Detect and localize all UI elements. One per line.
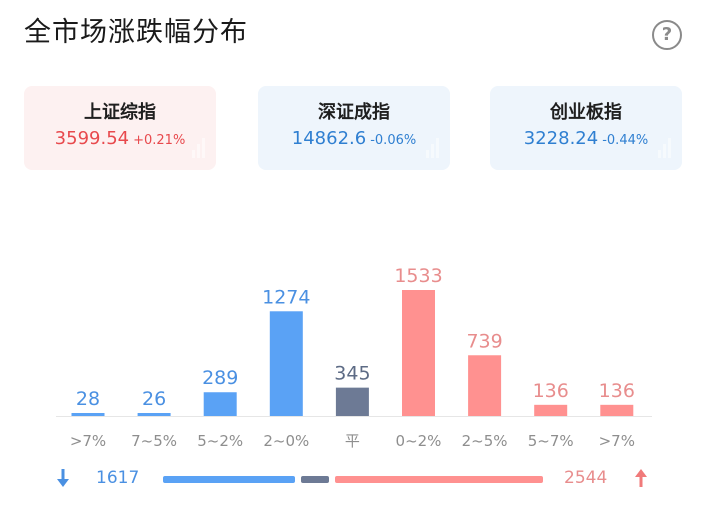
bar (468, 355, 502, 416)
index-change: -0.44% (602, 133, 649, 148)
help-icon[interactable]: ? (652, 20, 682, 50)
bar (71, 413, 105, 416)
distribution-chart: 28 >7% 26 7~5% 289 5~2% 1274 2~0% 345 平 1533 0~2% 73… (56, 265, 652, 450)
category-label: 2~0% (263, 432, 309, 450)
trend-icon (426, 138, 440, 158)
index-change: +0.21% (133, 133, 186, 148)
index-name: 上证综指 (84, 102, 156, 123)
trend-icon (658, 138, 672, 158)
bar (534, 404, 568, 416)
arrow-up-icon (635, 469, 647, 487)
index-change: -0.06% (370, 133, 417, 148)
index-quote: 3599.54 +0.21% (24, 128, 216, 149)
bar (402, 290, 435, 416)
bar-value-label: 136 (533, 380, 569, 402)
index-name: 深证成指 (318, 102, 390, 123)
bar (600, 404, 634, 416)
trend-icon (192, 138, 206, 158)
category-label: 平 (345, 432, 360, 450)
index-card-sz[interactable]: 深证成指 14862.6 -0.06% (258, 86, 450, 170)
bar-value-label: 26 (142, 388, 166, 410)
index-quote: 3228.24 -0.44% (490, 128, 682, 149)
bar (203, 392, 237, 416)
bar (137, 413, 171, 416)
index-value: 3228.24 (523, 128, 599, 149)
bar-value-label: 289 (202, 367, 238, 389)
category-label: 7~5% (131, 432, 177, 450)
category-label: 5~7% (528, 432, 574, 450)
bar-value-label: 739 (466, 330, 502, 352)
category-label: 5~2% (197, 432, 243, 450)
down-count: 1617 (96, 468, 140, 488)
category-label: >7% (70, 432, 106, 450)
bar (269, 311, 303, 416)
category-label: >7% (599, 432, 635, 450)
page-title: 全市场涨跌幅分布 (24, 17, 248, 48)
bar (335, 387, 369, 416)
bar-value-label: 28 (76, 388, 100, 410)
index-quote: 14862.6 -0.06% (258, 128, 450, 149)
bar-value-label: 1533 (394, 265, 442, 287)
index-value: 3599.54 (54, 128, 130, 149)
category-label: 2~5% (462, 432, 508, 450)
up-count: 2544 (564, 468, 608, 488)
bar-value-label: 136 (599, 380, 635, 402)
bar-value-label: 345 (334, 363, 370, 385)
arrow-down-icon (57, 469, 69, 487)
category-label: 0~2% (396, 432, 442, 450)
flat-ratio-bar (301, 476, 330, 483)
bar-value-label: 1274 (262, 286, 310, 308)
up-ratio-bar (335, 476, 543, 483)
index-name: 创业板指 (550, 102, 622, 123)
index-card-sh[interactable]: 上证综指 3599.54 +0.21% (24, 86, 216, 170)
index-value: 14862.6 (291, 128, 367, 149)
rise-fall-summary: 1617 2544 (0, 462, 713, 496)
index-card-cyb[interactable]: 创业板指 3228.24 -0.44% (490, 86, 682, 170)
down-ratio-bar (163, 476, 296, 483)
